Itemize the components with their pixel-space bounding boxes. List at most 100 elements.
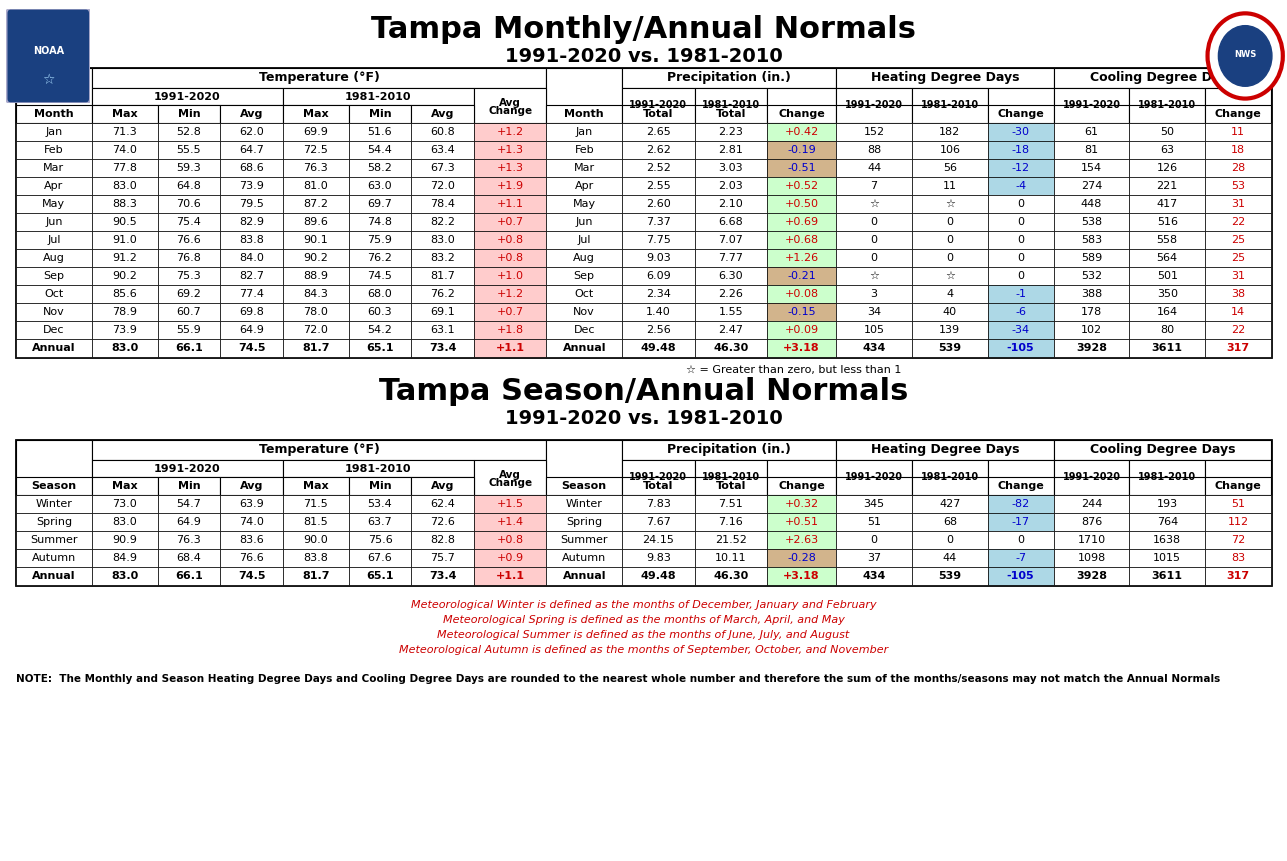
Text: 72.0: 72.0: [304, 325, 328, 335]
Text: 76.6: 76.6: [176, 235, 201, 245]
Text: +0.32: +0.32: [785, 499, 819, 509]
Bar: [91, 267, 157, 285]
Text: ☆: ☆: [869, 271, 879, 281]
Text: Autumn: Autumn: [32, 553, 76, 563]
Text: Precipitation (in.): Precipitation (in.): [667, 443, 792, 456]
Bar: [283, 549, 349, 567]
Bar: [546, 303, 622, 321]
Text: 69.2: 69.2: [176, 289, 201, 299]
Text: 21.52: 21.52: [714, 535, 746, 545]
Bar: [91, 231, 157, 249]
Bar: [837, 267, 912, 285]
Text: 538: 538: [1081, 217, 1102, 227]
Text: 0: 0: [1017, 235, 1024, 245]
Text: Avg: Avg: [431, 109, 454, 119]
Bar: [474, 88, 546, 123]
Bar: [1054, 105, 1130, 123]
Bar: [695, 531, 767, 549]
Text: 84.3: 84.3: [304, 289, 328, 299]
Text: +0.08: +0.08: [785, 289, 819, 299]
Bar: [349, 495, 412, 513]
Bar: [1205, 231, 1272, 249]
Text: 9.83: 9.83: [646, 553, 671, 563]
Text: -18: -18: [1012, 145, 1030, 155]
Text: 876: 876: [1081, 517, 1102, 527]
Text: 90.5: 90.5: [112, 217, 138, 227]
Text: Max: Max: [302, 481, 328, 491]
Bar: [157, 567, 220, 585]
Bar: [474, 531, 546, 549]
Bar: [283, 141, 349, 159]
Bar: [912, 123, 987, 141]
Text: 46.30: 46.30: [713, 571, 749, 581]
Bar: [837, 213, 912, 231]
Text: 83.0: 83.0: [112, 517, 138, 527]
Text: 139: 139: [940, 325, 960, 335]
Text: 75.7: 75.7: [430, 553, 456, 563]
Text: 64.8: 64.8: [176, 181, 201, 191]
Bar: [1054, 549, 1130, 567]
Text: 81.7: 81.7: [430, 271, 456, 281]
Text: -105: -105: [1006, 571, 1035, 581]
Bar: [1130, 267, 1205, 285]
Bar: [987, 105, 1054, 123]
Bar: [349, 531, 412, 549]
Bar: [912, 88, 987, 123]
Bar: [837, 285, 912, 303]
Text: +0.42: +0.42: [785, 127, 819, 137]
Text: Change: Change: [997, 109, 1044, 119]
Text: 516: 516: [1157, 217, 1178, 227]
Bar: [1054, 68, 1272, 88]
Text: 539: 539: [938, 343, 961, 353]
Text: 10.11: 10.11: [716, 553, 746, 563]
Bar: [91, 549, 157, 567]
Text: 88: 88: [867, 145, 882, 155]
Text: +0.69: +0.69: [785, 217, 819, 227]
Text: 83.0: 83.0: [111, 571, 138, 581]
Bar: [1130, 105, 1205, 123]
Text: 69.9: 69.9: [304, 127, 328, 137]
Text: 14: 14: [1230, 307, 1245, 317]
Bar: [546, 249, 622, 267]
Text: 83.8: 83.8: [304, 553, 328, 563]
Text: 73.9: 73.9: [239, 181, 264, 191]
Text: Nov: Nov: [42, 307, 64, 317]
Text: +0.9: +0.9: [497, 553, 524, 563]
Bar: [349, 567, 412, 585]
Text: Change: Change: [779, 109, 825, 119]
Bar: [546, 531, 622, 549]
Bar: [474, 123, 546, 141]
Bar: [91, 285, 157, 303]
Text: 77.8: 77.8: [112, 163, 138, 173]
Text: 74.0: 74.0: [239, 517, 264, 527]
Text: 64.9: 64.9: [239, 325, 264, 335]
Text: Apr: Apr: [44, 181, 63, 191]
Text: -0.19: -0.19: [788, 145, 816, 155]
Bar: [15, 68, 1272, 357]
Text: 178: 178: [1081, 307, 1102, 317]
Bar: [912, 249, 987, 267]
Text: 90.2: 90.2: [112, 271, 138, 281]
Bar: [767, 195, 837, 213]
Bar: [15, 267, 91, 285]
Text: 60.8: 60.8: [430, 127, 454, 137]
Text: 74.5: 74.5: [368, 271, 393, 281]
Text: 78.0: 78.0: [304, 307, 328, 317]
Text: 317: 317: [1227, 343, 1250, 353]
Text: 90.9: 90.9: [112, 535, 138, 545]
Text: +0.8: +0.8: [497, 253, 524, 263]
Text: 1981-2010: 1981-2010: [345, 463, 412, 474]
Bar: [987, 195, 1054, 213]
Bar: [283, 177, 349, 195]
Text: NOAA: NOAA: [32, 46, 64, 56]
Bar: [474, 159, 546, 177]
Text: 11: 11: [943, 181, 956, 191]
Text: 76.3: 76.3: [304, 163, 328, 173]
Text: 274: 274: [1081, 181, 1102, 191]
Text: 1710: 1710: [1077, 535, 1106, 545]
Bar: [283, 249, 349, 267]
FancyBboxPatch shape: [6, 9, 90, 103]
Bar: [157, 249, 220, 267]
Text: -105: -105: [1006, 343, 1035, 353]
Bar: [546, 123, 622, 141]
